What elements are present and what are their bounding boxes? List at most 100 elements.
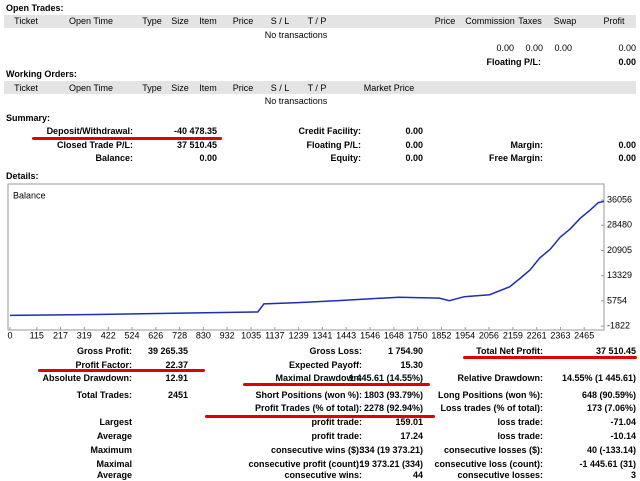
stat-label: Gross Loss: [309, 346, 362, 356]
x-tick-label: 2363 [550, 330, 570, 340]
x-tick-label: 1546 [360, 330, 380, 340]
column-header: Ticket [14, 83, 38, 93]
stat-value: 22.37 [165, 360, 188, 370]
section-title: Open Trades: [6, 3, 64, 13]
x-tick-label: 2056 [479, 330, 499, 340]
stat-label: consecutive profit (count): [248, 459, 362, 469]
stat-value: 1803 (93.79%) [363, 390, 423, 400]
stat-value: 1 754.90 [387, 346, 423, 356]
x-tick-label: 1035 [241, 330, 261, 340]
section-title: Summary: [6, 113, 51, 123]
stat-label: Total Net Profit: [476, 346, 543, 356]
field-label: Equity: [330, 153, 362, 163]
highlight [463, 356, 637, 359]
x-tick-label: 1341 [312, 330, 332, 340]
stat-value: 159.01 [395, 417, 423, 427]
stat-label: consecutive wins: [284, 470, 362, 480]
stat-label: Average [96, 431, 132, 441]
y-tick-label: 36056 [607, 194, 632, 204]
stat-value: 2278 (92.94%) [363, 403, 423, 413]
column-header: Size [171, 83, 189, 93]
stat-label: Profit Trades (% of total): [254, 403, 362, 413]
highlight [243, 383, 430, 386]
x-tick-label: 1852 [431, 330, 451, 340]
x-tick-label: 1137 [265, 330, 284, 340]
column-header: S / L [270, 83, 290, 93]
highlight [205, 415, 435, 418]
section-title: Details: [6, 171, 39, 181]
field-value: 37 510.45 [176, 139, 217, 150]
column-header: Open Time [68, 16, 114, 26]
stat-value: 17.24 [400, 431, 423, 441]
x-tick-label: 626 [148, 330, 163, 340]
field-label: Floating P/L: [486, 57, 542, 67]
x-tick-label: 2465 [574, 330, 594, 340]
total-value: 0.00 [554, 43, 572, 53]
x-tick-label: 1750 [408, 330, 428, 340]
stat-label: Largest [99, 417, 132, 427]
x-tick-label: 1239 [289, 330, 309, 340]
field-label: Closed Trade P/L: [56, 139, 133, 150]
x-tick-label: 319 [77, 330, 92, 340]
stat-value: -10.14 [610, 431, 636, 441]
y-tick-label: 13329 [607, 270, 632, 280]
stat-value: -71.04 [610, 417, 636, 427]
total-value: 0.00 [525, 43, 543, 53]
stat-label: Profit Factor: [75, 360, 132, 370]
chart-frame [7, 183, 605, 331]
stat-value: 3 [630, 470, 636, 480]
stat-label: profit trade: [311, 417, 363, 427]
column-header: Commission [465, 16, 515, 26]
field-value: 0.00 [405, 126, 423, 136]
stat-value: 2451 [167, 390, 188, 400]
x-tick-label: 728 [172, 330, 187, 340]
stat-label: Total Trades: [76, 390, 132, 400]
stat-label: Expected Payoff: [288, 360, 362, 370]
total-value: 0.00 [496, 43, 514, 53]
field-value: 0.00 [618, 139, 636, 150]
stat-label: consecutive losses ($): [443, 445, 543, 455]
x-tick-label: 932 [220, 330, 235, 340]
stat-label: consecutive losses: [457, 470, 543, 480]
x-tick-label: 422 [101, 330, 116, 340]
column-header: Price [232, 83, 254, 93]
field-value: 0.00 [405, 139, 423, 150]
stat-value: 334 (19 373.21) [359, 445, 423, 455]
x-tick-label: 217 [53, 330, 68, 340]
field-value: 0.00 [618, 57, 636, 67]
field-label: Credit Facility: [298, 126, 361, 136]
y-tick-label: 20905 [607, 245, 632, 255]
stat-label: Average [96, 470, 132, 480]
stat-label: loss trade: [497, 431, 543, 441]
field-label: Floating P/L: [306, 139, 362, 150]
field-value: 0.00 [405, 153, 423, 163]
empty-message: No transactions [264, 30, 328, 40]
x-tick-label: 2159 [503, 330, 523, 340]
stat-label: Relative Drawdown: [457, 373, 543, 383]
stat-label: loss trade: [497, 417, 543, 427]
table-header-bg [4, 15, 636, 28]
highlight [38, 369, 205, 372]
stat-value: 173 (7.06%) [586, 403, 636, 413]
stat-value: 12.91 [165, 373, 188, 383]
column-header: Profit [603, 16, 625, 26]
stat-value: 40 (-133.14) [586, 445, 636, 455]
stat-value: 37 510.45 [595, 346, 636, 356]
legend-label: Balance [13, 190, 46, 200]
stat-label: Maximal Drawdown: [275, 373, 362, 383]
stat-label: Maximum [90, 445, 132, 455]
column-header: Taxes [518, 16, 542, 26]
stat-label: Short Positions (won %): [255, 390, 363, 400]
stat-label: Maximal [96, 459, 132, 469]
x-tick-label: 115 [30, 330, 44, 340]
stat-value: 648 (90.59%) [581, 390, 636, 400]
field-label: Free Margin: [488, 153, 543, 163]
stat-value: 19 373.21 (334) [359, 459, 423, 469]
empty-message: No transactions [264, 96, 328, 106]
stat-label: consecutive loss (count): [434, 459, 543, 469]
section-title: Working Orders: [6, 69, 77, 79]
column-header: T / P [307, 83, 327, 93]
x-tick-label: 0 [7, 330, 12, 340]
x-tick-label: 830 [196, 330, 211, 340]
